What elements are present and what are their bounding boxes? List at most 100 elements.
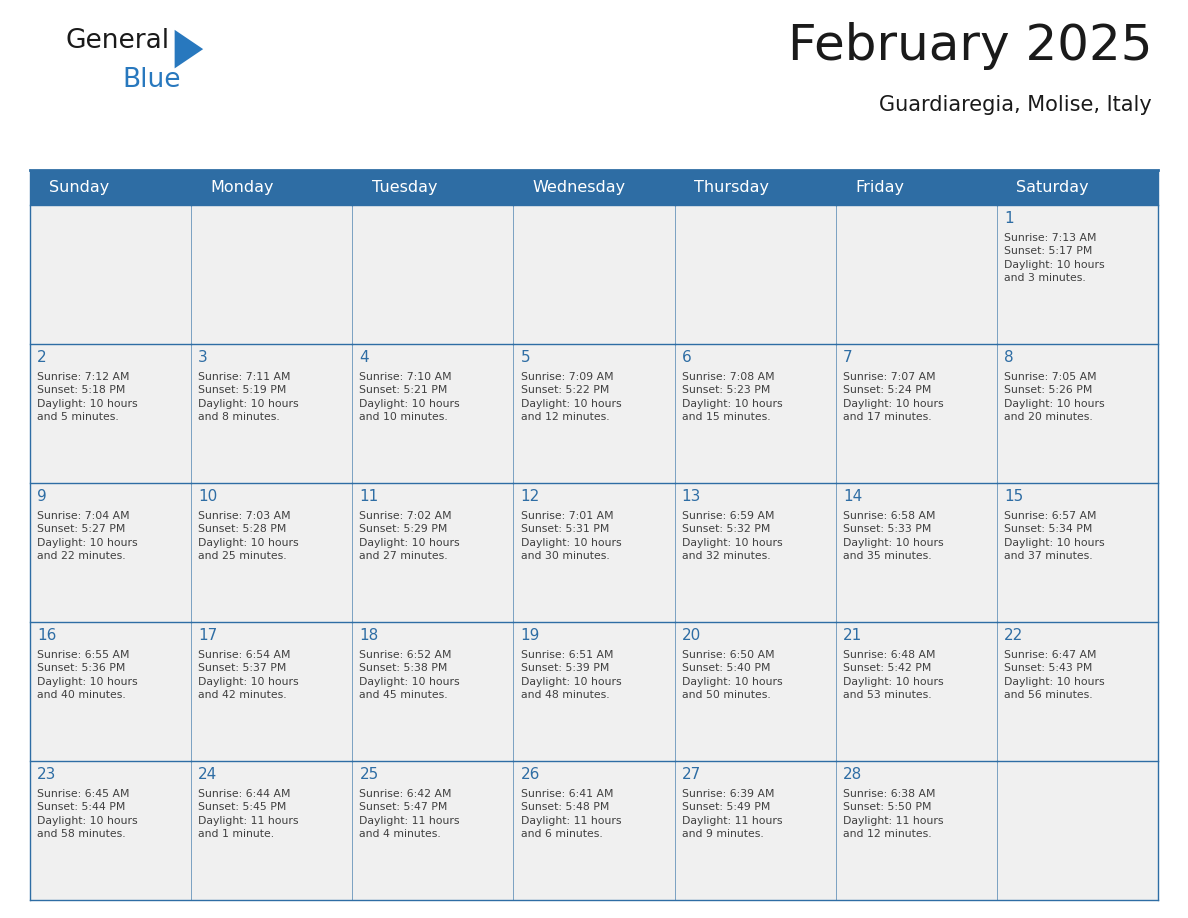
Text: 16: 16	[37, 628, 57, 643]
Text: 11: 11	[360, 488, 379, 503]
Bar	[675, 344, 835, 483]
Text: 15: 15	[1004, 488, 1023, 503]
Text: 1: 1	[1004, 210, 1013, 226]
Text: Guardiaregia, Molise, Italy: Guardiaregia, Molise, Italy	[879, 95, 1152, 115]
Text: Sunrise: 7:04 AM
Sunset: 5:27 PM
Daylight: 10 hours
and 22 minutes.: Sunrise: 7:04 AM Sunset: 5:27 PM Dayligh…	[37, 510, 138, 561]
Text: 9: 9	[37, 488, 46, 503]
Text: Sunrise: 7:03 AM
Sunset: 5:28 PM
Daylight: 10 hours
and 25 minutes.: Sunrise: 7:03 AM Sunset: 5:28 PM Dayligh…	[198, 510, 299, 561]
Bar	[513, 622, 675, 761]
Bar	[30, 483, 191, 622]
Bar	[30, 761, 191, 900]
Text: Sunrise: 6:58 AM
Sunset: 5:33 PM
Daylight: 10 hours
and 35 minutes.: Sunrise: 6:58 AM Sunset: 5:33 PM Dayligh…	[842, 510, 943, 561]
Text: 28: 28	[842, 767, 862, 781]
Bar	[353, 205, 513, 344]
Bar	[513, 205, 675, 344]
Bar	[997, 622, 1158, 761]
Bar	[835, 761, 997, 900]
Text: Sunrise: 6:38 AM
Sunset: 5:50 PM
Daylight: 11 hours
and 12 minutes.: Sunrise: 6:38 AM Sunset: 5:50 PM Dayligh…	[842, 789, 943, 839]
Bar	[191, 205, 353, 344]
Text: 13: 13	[682, 488, 701, 503]
Text: Sunrise: 6:44 AM
Sunset: 5:45 PM
Daylight: 11 hours
and 1 minute.: Sunrise: 6:44 AM Sunset: 5:45 PM Dayligh…	[198, 789, 298, 839]
Bar	[675, 761, 835, 900]
Text: Sunrise: 7:12 AM
Sunset: 5:18 PM
Daylight: 10 hours
and 5 minutes.: Sunrise: 7:12 AM Sunset: 5:18 PM Dayligh…	[37, 372, 138, 422]
Text: 3: 3	[198, 350, 208, 364]
Bar	[191, 761, 353, 900]
Bar	[997, 344, 1158, 483]
Bar	[997, 483, 1158, 622]
Text: Sunrise: 7:09 AM
Sunset: 5:22 PM
Daylight: 10 hours
and 12 minutes.: Sunrise: 7:09 AM Sunset: 5:22 PM Dayligh…	[520, 372, 621, 422]
Text: Sunrise: 6:41 AM
Sunset: 5:48 PM
Daylight: 11 hours
and 6 minutes.: Sunrise: 6:41 AM Sunset: 5:48 PM Dayligh…	[520, 789, 621, 839]
Text: 18: 18	[360, 628, 379, 643]
Text: 14: 14	[842, 488, 862, 503]
Text: 26: 26	[520, 767, 539, 781]
Bar	[30, 205, 191, 344]
Text: 4: 4	[360, 350, 369, 364]
Text: Blue: Blue	[122, 68, 181, 94]
Bar	[30, 622, 191, 761]
Bar	[835, 205, 997, 344]
Text: 24: 24	[198, 767, 217, 781]
Bar	[513, 344, 675, 483]
Bar	[835, 344, 997, 483]
Text: Sunrise: 7:01 AM
Sunset: 5:31 PM
Daylight: 10 hours
and 30 minutes.: Sunrise: 7:01 AM Sunset: 5:31 PM Dayligh…	[520, 510, 621, 561]
Text: Saturday: Saturday	[1016, 180, 1089, 195]
Text: Sunrise: 6:59 AM
Sunset: 5:32 PM
Daylight: 10 hours
and 32 minutes.: Sunrise: 6:59 AM Sunset: 5:32 PM Dayligh…	[682, 510, 783, 561]
Text: Thursday: Thursday	[694, 180, 769, 195]
Text: Sunrise: 6:45 AM
Sunset: 5:44 PM
Daylight: 10 hours
and 58 minutes.: Sunrise: 6:45 AM Sunset: 5:44 PM Dayligh…	[37, 789, 138, 839]
Text: Sunrise: 7:10 AM
Sunset: 5:21 PM
Daylight: 10 hours
and 10 minutes.: Sunrise: 7:10 AM Sunset: 5:21 PM Dayligh…	[360, 372, 460, 422]
Text: 10: 10	[198, 488, 217, 503]
Text: Monday: Monday	[210, 180, 274, 195]
Text: 25: 25	[360, 767, 379, 781]
Text: 20: 20	[682, 628, 701, 643]
Text: 6: 6	[682, 350, 691, 364]
Text: 21: 21	[842, 628, 862, 643]
Text: Sunday: Sunday	[50, 180, 109, 195]
Bar	[191, 344, 353, 483]
Bar	[513, 761, 675, 900]
Text: 17: 17	[198, 628, 217, 643]
Text: Sunrise: 7:02 AM
Sunset: 5:29 PM
Daylight: 10 hours
and 27 minutes.: Sunrise: 7:02 AM Sunset: 5:29 PM Dayligh…	[360, 510, 460, 561]
Bar	[675, 205, 835, 344]
Text: Sunrise: 6:57 AM
Sunset: 5:34 PM
Daylight: 10 hours
and 37 minutes.: Sunrise: 6:57 AM Sunset: 5:34 PM Dayligh…	[1004, 510, 1105, 561]
Text: General: General	[65, 28, 170, 54]
Bar	[353, 761, 513, 900]
Text: Sunrise: 6:55 AM
Sunset: 5:36 PM
Daylight: 10 hours
and 40 minutes.: Sunrise: 6:55 AM Sunset: 5:36 PM Dayligh…	[37, 650, 138, 700]
Text: 22: 22	[1004, 628, 1023, 643]
Bar	[353, 483, 513, 622]
Bar	[997, 205, 1158, 344]
Bar	[835, 622, 997, 761]
Text: Sunrise: 6:42 AM
Sunset: 5:47 PM
Daylight: 11 hours
and 4 minutes.: Sunrise: 6:42 AM Sunset: 5:47 PM Dayligh…	[360, 789, 460, 839]
Bar	[513, 483, 675, 622]
Text: 27: 27	[682, 767, 701, 781]
Text: Sunrise: 7:13 AM
Sunset: 5:17 PM
Daylight: 10 hours
and 3 minutes.: Sunrise: 7:13 AM Sunset: 5:17 PM Dayligh…	[1004, 232, 1105, 284]
Polygon shape	[175, 30, 203, 69]
Text: Sunrise: 6:50 AM
Sunset: 5:40 PM
Daylight: 10 hours
and 50 minutes.: Sunrise: 6:50 AM Sunset: 5:40 PM Dayligh…	[682, 650, 783, 700]
Text: Sunrise: 6:51 AM
Sunset: 5:39 PM
Daylight: 10 hours
and 48 minutes.: Sunrise: 6:51 AM Sunset: 5:39 PM Dayligh…	[520, 650, 621, 700]
Text: 5: 5	[520, 350, 530, 364]
Text: Sunrise: 7:05 AM
Sunset: 5:26 PM
Daylight: 10 hours
and 20 minutes.: Sunrise: 7:05 AM Sunset: 5:26 PM Dayligh…	[1004, 372, 1105, 422]
Bar	[997, 761, 1158, 900]
Bar	[30, 170, 1158, 205]
Text: 7: 7	[842, 350, 853, 364]
Bar	[191, 483, 353, 622]
Text: Sunrise: 6:54 AM
Sunset: 5:37 PM
Daylight: 10 hours
and 42 minutes.: Sunrise: 6:54 AM Sunset: 5:37 PM Dayligh…	[198, 650, 299, 700]
Text: 8: 8	[1004, 350, 1013, 364]
Bar	[835, 483, 997, 622]
Bar	[675, 483, 835, 622]
Text: Sunrise: 6:52 AM
Sunset: 5:38 PM
Daylight: 10 hours
and 45 minutes.: Sunrise: 6:52 AM Sunset: 5:38 PM Dayligh…	[360, 650, 460, 700]
Text: Friday: Friday	[855, 180, 904, 195]
Text: 2: 2	[37, 350, 46, 364]
Text: Sunrise: 6:39 AM
Sunset: 5:49 PM
Daylight: 11 hours
and 9 minutes.: Sunrise: 6:39 AM Sunset: 5:49 PM Dayligh…	[682, 789, 782, 839]
Text: Tuesday: Tuesday	[372, 180, 437, 195]
Text: Sunrise: 6:48 AM
Sunset: 5:42 PM
Daylight: 10 hours
and 53 minutes.: Sunrise: 6:48 AM Sunset: 5:42 PM Dayligh…	[842, 650, 943, 700]
Text: Sunrise: 7:08 AM
Sunset: 5:23 PM
Daylight: 10 hours
and 15 minutes.: Sunrise: 7:08 AM Sunset: 5:23 PM Dayligh…	[682, 372, 783, 422]
Text: February 2025: February 2025	[788, 22, 1152, 70]
Text: 12: 12	[520, 488, 539, 503]
Text: Sunrise: 7:07 AM
Sunset: 5:24 PM
Daylight: 10 hours
and 17 minutes.: Sunrise: 7:07 AM Sunset: 5:24 PM Dayligh…	[842, 372, 943, 422]
Text: Sunrise: 7:11 AM
Sunset: 5:19 PM
Daylight: 10 hours
and 8 minutes.: Sunrise: 7:11 AM Sunset: 5:19 PM Dayligh…	[198, 372, 299, 422]
Bar	[30, 344, 191, 483]
Bar	[191, 622, 353, 761]
Bar	[353, 622, 513, 761]
Text: Sunrise: 6:47 AM
Sunset: 5:43 PM
Daylight: 10 hours
and 56 minutes.: Sunrise: 6:47 AM Sunset: 5:43 PM Dayligh…	[1004, 650, 1105, 700]
Bar	[675, 622, 835, 761]
